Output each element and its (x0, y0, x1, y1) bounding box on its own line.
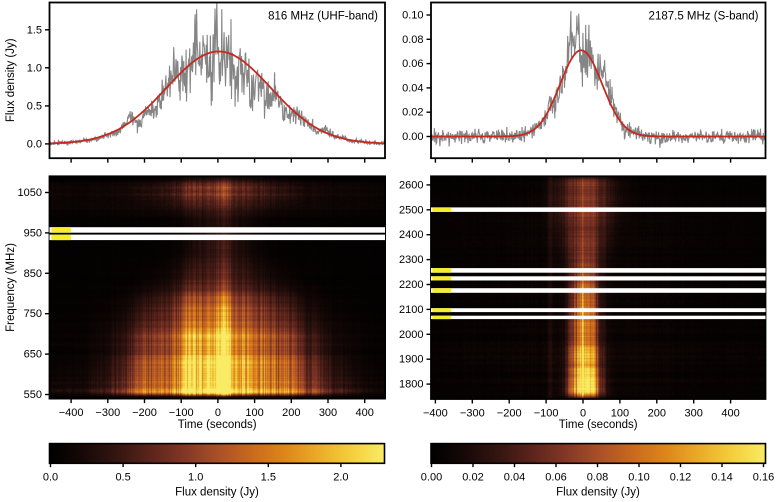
svg-text:0: 0 (215, 407, 221, 419)
svg-text:Time (seconds): Time (seconds) (178, 419, 257, 431)
svg-text:0.06: 0.06 (402, 58, 423, 70)
svg-text:0.12: 0.12 (670, 472, 691, 484)
svg-text:550: 550 (24, 389, 42, 401)
svg-text:850: 850 (24, 268, 42, 280)
svg-text:400: 400 (721, 407, 739, 419)
svg-text:0.14: 0.14 (711, 472, 732, 484)
svg-text:0.00: 0.00 (421, 472, 442, 484)
svg-text:Flux density (Jy): Flux density (Jy) (175, 487, 259, 499)
svg-text:650: 650 (24, 349, 42, 361)
svg-text:1050: 1050 (18, 187, 42, 199)
svg-text:1800: 1800 (399, 379, 423, 391)
svg-text:950: 950 (24, 227, 42, 239)
svg-text:0.5: 0.5 (115, 472, 130, 484)
svg-text:2600: 2600 (399, 179, 423, 191)
svg-text:2400: 2400 (399, 229, 423, 241)
svg-text:0.08: 0.08 (402, 34, 423, 46)
svg-text:−200: −200 (132, 407, 157, 419)
svg-text:Flux density (Jy): Flux density (Jy) (556, 487, 640, 499)
svg-text:100: 100 (611, 407, 629, 419)
svg-text:1.5: 1.5 (261, 472, 276, 484)
svg-text:100: 100 (245, 407, 263, 419)
svg-text:0.04: 0.04 (402, 82, 423, 94)
svg-text:0.5: 0.5 (27, 100, 42, 112)
svg-text:0.0: 0.0 (27, 138, 42, 150)
svg-text:Time (seconds): Time (seconds) (559, 419, 638, 431)
svg-text:−300: −300 (460, 407, 485, 419)
svg-text:0.08: 0.08 (587, 472, 608, 484)
svg-text:−400: −400 (59, 407, 84, 419)
svg-text:2187.5 MHz (S-band): 2187.5 MHz (S-band) (649, 11, 759, 23)
svg-text:0.10: 0.10 (402, 10, 423, 22)
svg-text:2100: 2100 (399, 304, 423, 316)
svg-text:0.02: 0.02 (402, 107, 423, 119)
svg-text:400: 400 (356, 407, 374, 419)
svg-text:−200: −200 (497, 407, 522, 419)
svg-text:−300: −300 (95, 407, 120, 419)
svg-text:Frequency (MHz): Frequency (MHz) (5, 243, 17, 332)
svg-text:0.10: 0.10 (628, 472, 649, 484)
svg-text:300: 300 (685, 407, 703, 419)
svg-text:816 MHz (UHF-band): 816 MHz (UHF-band) (268, 11, 378, 23)
svg-text:−100: −100 (169, 407, 194, 419)
svg-text:0.02: 0.02 (462, 472, 483, 484)
svg-text:2500: 2500 (399, 204, 423, 216)
svg-text:0.04: 0.04 (504, 472, 525, 484)
svg-text:1.0: 1.0 (188, 472, 203, 484)
svg-text:0.16: 0.16 (753, 472, 774, 484)
svg-text:750: 750 (24, 308, 42, 320)
svg-text:2.0: 2.0 (333, 472, 348, 484)
svg-text:1.5: 1.5 (27, 24, 42, 36)
svg-text:Flux density (Jy): Flux density (Jy) (5, 38, 17, 122)
svg-text:0.0: 0.0 (43, 472, 58, 484)
svg-text:0.06: 0.06 (545, 472, 566, 484)
svg-text:2200: 2200 (399, 279, 423, 291)
svg-text:300: 300 (319, 407, 337, 419)
svg-text:2000: 2000 (399, 329, 423, 341)
svg-text:0: 0 (580, 407, 586, 419)
svg-text:1.0: 1.0 (27, 62, 42, 74)
svg-text:1900: 1900 (399, 354, 423, 366)
svg-text:200: 200 (282, 407, 300, 419)
svg-text:−400: −400 (423, 407, 448, 419)
svg-text:2300: 2300 (399, 254, 423, 266)
svg-text:200: 200 (648, 407, 666, 419)
svg-text:−100: −100 (534, 407, 559, 419)
svg-text:0.00: 0.00 (402, 131, 423, 143)
